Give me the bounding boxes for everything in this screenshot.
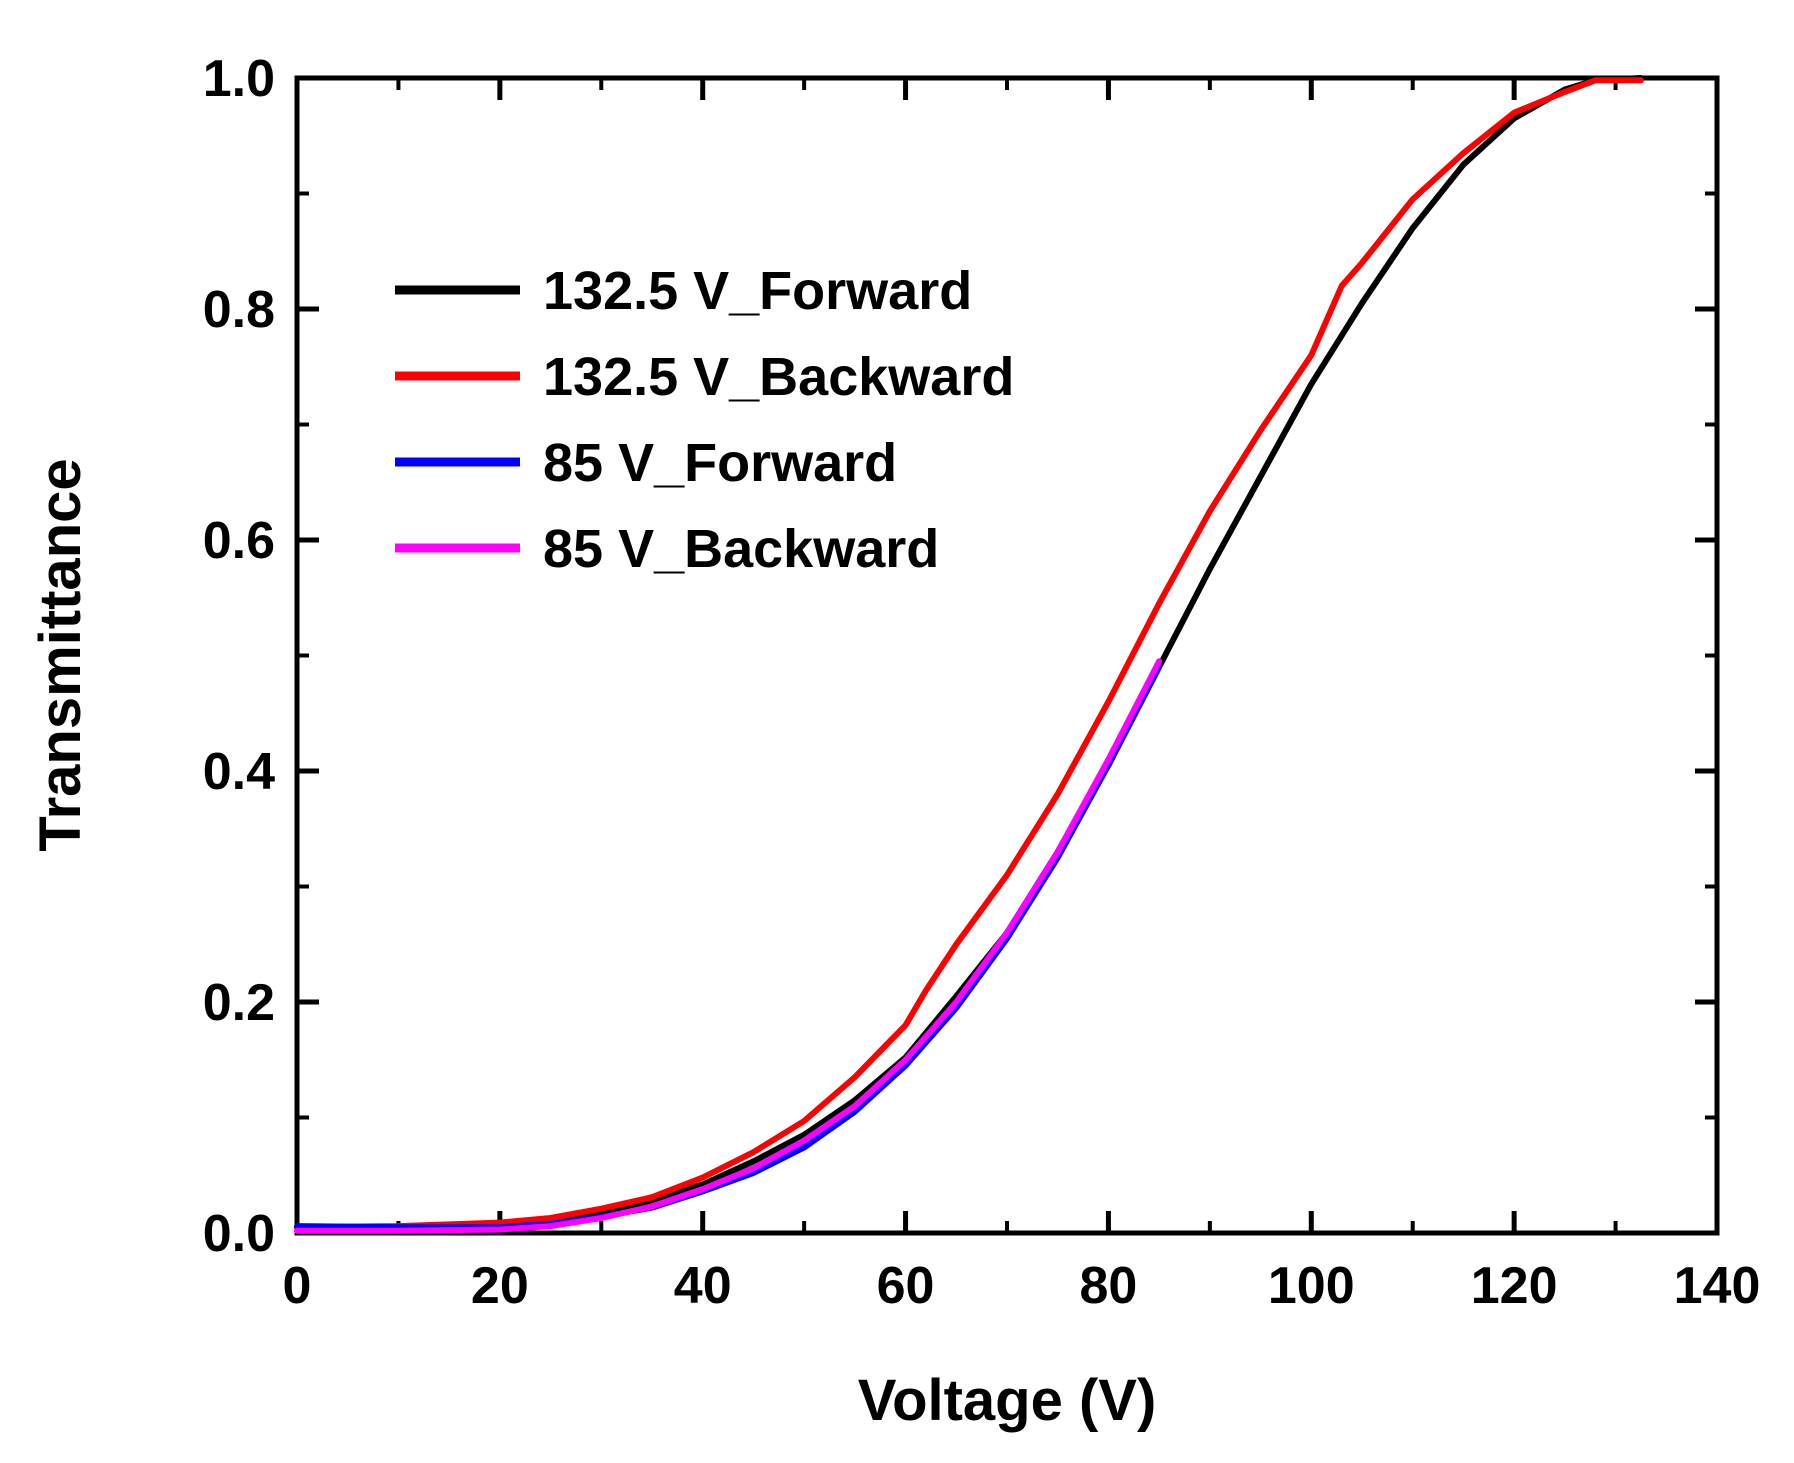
x-tick-label: 40 <box>674 1257 732 1315</box>
x-tick-label: 80 <box>1080 1257 1138 1315</box>
legend-label: 132.5 V_Backward <box>543 347 1014 407</box>
legend-label: 132.5 V_Forward <box>543 261 972 321</box>
x-axis-title: Voltage (V) <box>858 1368 1157 1433</box>
x-tick-label: 60 <box>877 1257 935 1315</box>
y-tick-label: 1.0 <box>203 50 275 108</box>
y-tick-label: 0.8 <box>203 281 275 339</box>
y-tick-label: 0.6 <box>203 512 275 570</box>
legend: 132.5 V_Forward 132.5 V_Backward 85 V_Forw… <box>395 261 1014 579</box>
x-tick-label: 140 <box>1674 1257 1761 1315</box>
legend-label: 85 V_Forward <box>543 433 897 493</box>
legend-label: 85 V_Backward <box>543 519 939 579</box>
y-tick-label: 0.2 <box>203 974 275 1032</box>
x-tick-label: 100 <box>1268 1257 1355 1315</box>
y-tick-label: 0.0 <box>203 1205 275 1263</box>
y-tick-label: 0.4 <box>203 743 275 801</box>
series-line-132-5-v-backward <box>294 77 1644 1231</box>
series-line-85-v-backward <box>294 658 1163 1234</box>
series-line-85-v-forward <box>294 664 1163 1231</box>
series-layer <box>294 75 1644 1234</box>
x-tick-label: 0 <box>283 1257 312 1315</box>
plot-frame <box>294 75 1720 1236</box>
series-line-132-5-v-forward <box>294 75 1644 1231</box>
x-tick-label: 20 <box>471 1257 529 1315</box>
x-tick-label: 120 <box>1471 1257 1558 1315</box>
y-axis-title: Transmittance <box>28 458 93 851</box>
axis-ticks: 0 20 40 60 80 100 120 140 0.0 0.2 0.4 0.6 0.8 1.0 <box>203 50 1761 1315</box>
